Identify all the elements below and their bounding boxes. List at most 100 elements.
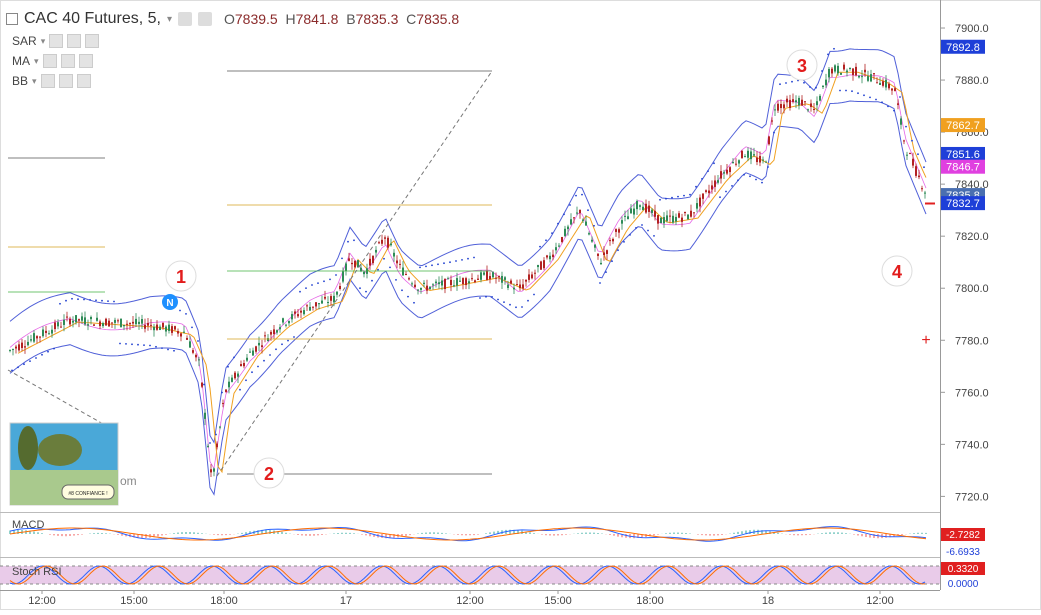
sar-dot — [815, 86, 817, 89]
price-label-tag — [941, 118, 985, 133]
candle-body — [663, 217, 665, 224]
sar-dot — [635, 227, 637, 229]
indicator-bb[interactable]: BB ▾ — [12, 74, 91, 88]
indicator-label: SAR — [12, 34, 37, 48]
candle-body — [174, 326, 176, 330]
candle-body — [750, 151, 752, 160]
candle-body — [522, 284, 524, 289]
collapse-icon[interactable] — [6, 13, 18, 25]
candle-body — [564, 228, 566, 236]
indicator-ma[interactable]: MA ▾ — [12, 54, 93, 68]
candle-body — [666, 215, 668, 221]
candle-body — [384, 237, 386, 239]
candle-body — [246, 357, 248, 361]
candle-body — [183, 331, 185, 333]
speech-bubble — [61, 484, 115, 500]
candle-body — [504, 277, 506, 280]
candle-body — [651, 209, 653, 213]
sar-dot — [731, 185, 733, 187]
candle-body — [588, 233, 590, 235]
chevron-down-icon[interactable]: ▾ — [32, 75, 37, 86]
sar-dot — [473, 256, 475, 259]
candle-body — [873, 73, 875, 75]
time-tick-label: 17 — [340, 595, 352, 607]
stoch-d-line — [9, 565, 926, 585]
candle-body — [807, 109, 809, 111]
candle-body — [534, 272, 536, 274]
candle-body — [330, 296, 332, 301]
candle-body — [249, 351, 251, 353]
candle-body — [90, 316, 92, 320]
candle-body — [675, 216, 677, 222]
sar-dot — [905, 125, 907, 128]
candle-body — [519, 284, 521, 289]
candle-body — [132, 321, 134, 324]
candle-body — [33, 333, 35, 342]
candle-body — [240, 364, 242, 367]
sar-dot — [185, 313, 187, 315]
news-marker-label: N — [166, 298, 173, 309]
sar-dot — [545, 239, 547, 242]
gear-icon[interactable] — [58, 74, 73, 88]
sar-dot — [755, 178, 757, 181]
candle-body — [213, 468, 215, 472]
candle-body — [318, 303, 320, 305]
eye-icon[interactable] — [177, 12, 192, 26]
sar-dot — [881, 101, 883, 104]
settings-icon[interactable] — [197, 12, 212, 26]
sar-dot — [749, 175, 751, 178]
indicator-sar[interactable]: SAR ▾ — [12, 34, 100, 48]
low-label: B — [346, 11, 356, 27]
stoch-value-tag — [941, 562, 985, 575]
candle-body — [840, 72, 842, 75]
eye-icon[interactable] — [40, 74, 55, 88]
chevron-down-icon[interactable]: ▾ — [34, 55, 39, 66]
sar-dot — [455, 260, 457, 262]
candle-body — [672, 215, 674, 223]
candle-body — [192, 350, 194, 353]
candle-body — [483, 272, 485, 275]
trend-line-dashed — [7, 369, 106, 426]
symbol-title[interactable]: CAC 40 Futures, 5, — [24, 10, 161, 27]
macd-line — [9, 526, 927, 542]
sar-dot — [491, 296, 493, 298]
sar-dot — [779, 83, 781, 86]
sar-dot — [497, 298, 499, 301]
candle-body — [696, 203, 698, 209]
candle-body — [69, 318, 71, 325]
close-icon[interactable] — [78, 54, 93, 68]
sar-dot — [245, 379, 247, 382]
candle-body — [594, 244, 596, 248]
sar-dot — [623, 241, 625, 243]
candle-body — [300, 310, 302, 313]
eye-icon[interactable] — [49, 34, 64, 48]
candle-body — [477, 278, 479, 280]
chevron-down-icon[interactable]: ▾ — [40, 35, 46, 46]
candle-body — [822, 85, 824, 88]
snake-coil-icon — [18, 426, 38, 470]
sar-dot — [683, 194, 685, 197]
close-icon[interactable] — [85, 34, 100, 48]
eye-icon[interactable] — [42, 54, 57, 68]
sar-dot — [137, 343, 139, 346]
sar-dot — [539, 245, 541, 248]
candle-body — [753, 154, 755, 156]
gear-icon[interactable] — [67, 34, 82, 48]
close-icon[interactable] — [76, 74, 91, 88]
candle-body — [198, 359, 200, 361]
sar-dot — [389, 266, 391, 269]
candle-body — [180, 333, 182, 337]
candle-body — [615, 229, 617, 232]
sar-dot — [887, 105, 889, 108]
dropdown-arrow-icon[interactable]: ▾ — [166, 13, 172, 25]
candle-body — [345, 263, 347, 271]
candle-body — [834, 65, 836, 72]
sar-dot — [317, 282, 319, 284]
candle-body — [27, 341, 29, 346]
gear-icon[interactable] — [60, 54, 75, 68]
sar-dot — [503, 301, 505, 303]
candle-body — [387, 237, 389, 248]
candle-body — [339, 286, 341, 290]
